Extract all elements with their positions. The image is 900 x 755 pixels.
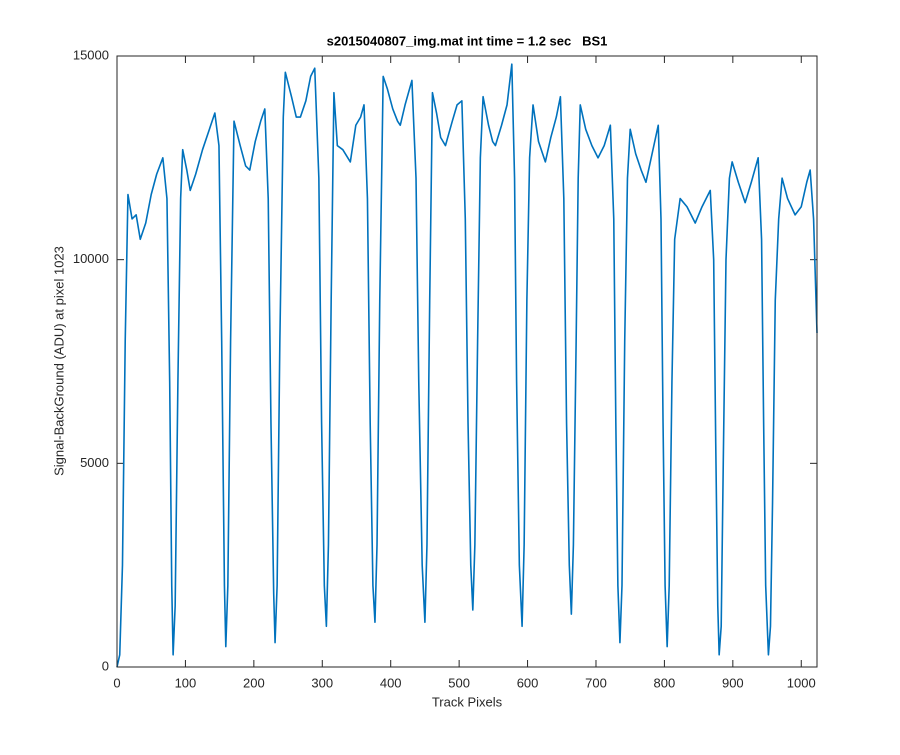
x-tick-label: 400 xyxy=(380,675,402,690)
x-tick-label: 0 xyxy=(113,675,120,690)
x-tick-label: 600 xyxy=(517,675,539,690)
x-tick-label: 100 xyxy=(175,675,197,690)
x-tick-label: 900 xyxy=(722,675,744,690)
axes-box xyxy=(116,55,818,668)
y-tick-label: 10000 xyxy=(73,251,109,266)
y-tick-label: 5000 xyxy=(80,455,109,470)
x-tick-label: 700 xyxy=(585,675,607,690)
x-tick-label: 500 xyxy=(448,675,470,690)
y-tick-label: 0 xyxy=(102,658,109,673)
x-tick-label: 800 xyxy=(654,675,676,690)
x-tick-label: 1000 xyxy=(787,675,816,690)
x-axis-label: Track Pixels xyxy=(432,694,503,709)
x-tick-label: 300 xyxy=(311,675,333,690)
y-tick-label: 15000 xyxy=(73,47,109,62)
data-line xyxy=(116,63,818,668)
chart-title: s2015040807_img.mat int time = 1.2 sec B… xyxy=(327,33,608,48)
y-axis-label: Signal-BackGround (ADU) at pixel 1023 xyxy=(51,246,66,476)
x-tick-label: 200 xyxy=(243,675,265,690)
